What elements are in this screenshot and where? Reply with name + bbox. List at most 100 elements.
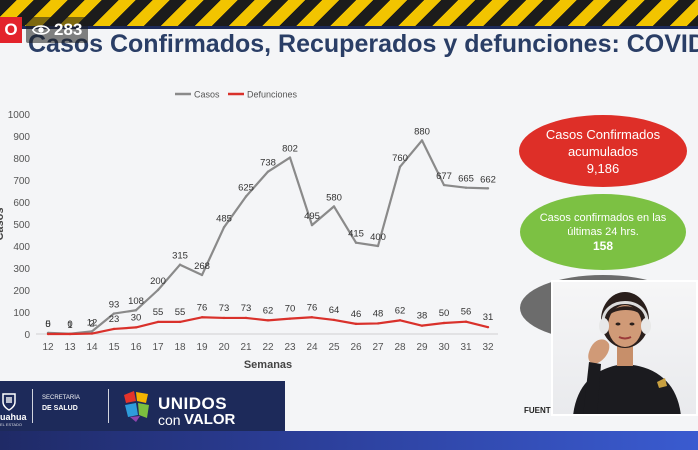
data-label-casos: 400 bbox=[370, 232, 386, 243]
unidos-con-valor-logo-icon bbox=[124, 391, 149, 422]
confirmed-24h-label: Casos confirmados en las últimas 24 hrs. bbox=[539, 212, 667, 238]
data-label-defunciones: 55 bbox=[175, 307, 186, 318]
data-point-defunciones bbox=[266, 319, 270, 322]
banner-underline bbox=[0, 26, 698, 29]
x-tick-label: 19 bbox=[196, 342, 208, 353]
data-label-casos: 802 bbox=[282, 144, 298, 155]
y-tick-label: 200 bbox=[13, 286, 30, 297]
data-point-defunciones bbox=[134, 326, 138, 329]
data-label-defunciones: 46 bbox=[351, 309, 362, 320]
x-tick-label: 18 bbox=[174, 342, 186, 353]
data-point-defunciones bbox=[354, 322, 358, 326]
data-label-casos: 485 bbox=[216, 213, 232, 224]
data-label-casos: 268 bbox=[194, 261, 210, 272]
x-tick-label: 17 bbox=[152, 342, 164, 353]
logo-con: con bbox=[158, 412, 181, 428]
data-label-casos: 200 bbox=[150, 276, 166, 287]
legend-label-defunciones: Defunciones bbox=[247, 90, 298, 100]
government-footer-banner: uahua EL ESTADO SECRETARÍA DE SALUD UNID… bbox=[0, 381, 285, 431]
state-subtitle: EL ESTADO bbox=[0, 422, 23, 427]
x-tick-label: 29 bbox=[416, 342, 428, 353]
confirmed-24h-bubble: Casos confirmados en las últimas 24 hrs.… bbox=[520, 194, 686, 270]
data-point-defunciones bbox=[288, 317, 292, 320]
data-point-casos bbox=[178, 263, 182, 266]
y-tick-label: 0 bbox=[24, 330, 30, 341]
x-tick-label: 28 bbox=[394, 342, 406, 353]
source-label: FUENT bbox=[524, 406, 551, 415]
data-point-casos bbox=[442, 183, 446, 187]
data-label-casos: 1 bbox=[67, 320, 72, 331]
data-label-defunciones: 55 bbox=[153, 307, 164, 318]
data-point-defunciones bbox=[90, 332, 94, 335]
data-label-defunciones: 38 bbox=[417, 311, 428, 322]
y-tick-label: 700 bbox=[13, 176, 30, 187]
confirmed-cumulative-label: Casos Confirmados acumulados bbox=[545, 126, 661, 159]
data-label-defunciones: 64 bbox=[329, 305, 340, 316]
data-point-defunciones bbox=[464, 320, 468, 323]
data-label-casos: 625 bbox=[238, 183, 254, 194]
x-tick-label: 21 bbox=[240, 342, 252, 353]
data-point-defunciones bbox=[46, 332, 50, 336]
data-label-casos: 415 bbox=[348, 229, 364, 240]
interpreter-figure bbox=[573, 292, 681, 414]
data-label-defunciones: 76 bbox=[307, 302, 318, 313]
data-label-casos: 738 bbox=[260, 158, 276, 169]
x-tick-label: 23 bbox=[284, 342, 296, 353]
data-point-casos bbox=[354, 241, 358, 244]
state-name: uahua bbox=[0, 412, 27, 422]
y-tick-label: 900 bbox=[13, 132, 30, 143]
bottom-color-band bbox=[0, 431, 698, 450]
data-label-defunciones: 70 bbox=[285, 304, 296, 315]
data-label-casos: 665 bbox=[458, 174, 474, 185]
data-point-casos bbox=[266, 170, 270, 173]
data-label-casos: 93 bbox=[109, 300, 120, 311]
x-tick-label: 20 bbox=[218, 342, 230, 353]
x-tick-label: 30 bbox=[438, 342, 450, 353]
slide-title: Casos Confirmados, Recuperados y defunci… bbox=[28, 30, 698, 58]
data-point-defunciones bbox=[486, 325, 490, 329]
data-point-defunciones bbox=[332, 318, 336, 322]
logo-unidos: UNIDOS bbox=[158, 394, 228, 413]
y-tick-label: 300 bbox=[13, 264, 30, 275]
data-point-casos bbox=[156, 288, 160, 292]
secretaria-label: SECRETARÍA bbox=[42, 395, 80, 401]
viewer-count: 283 bbox=[54, 20, 83, 39]
data-label-casos: 495 bbox=[304, 211, 320, 222]
data-point-defunciones bbox=[200, 316, 204, 319]
hazard-stripe-banner bbox=[0, 0, 698, 26]
data-label-defunciones: 50 bbox=[439, 308, 450, 319]
data-label-defunciones: 23 bbox=[109, 314, 120, 325]
data-point-defunciones bbox=[244, 316, 248, 320]
data-point-defunciones bbox=[442, 321, 446, 325]
x-axis-title: Semanas bbox=[244, 359, 292, 371]
data-label-casos: 12 bbox=[87, 317, 98, 328]
data-point-casos bbox=[112, 312, 116, 315]
data-label-defunciones: 0 bbox=[67, 319, 72, 330]
data-point-defunciones bbox=[68, 332, 72, 336]
data-point-casos bbox=[486, 187, 490, 190]
x-tick-label: 16 bbox=[130, 342, 142, 353]
data-point-casos bbox=[134, 309, 138, 312]
data-point-casos bbox=[376, 244, 380, 248]
data-label-defunciones: 31 bbox=[483, 312, 494, 323]
salud-label: DE SALUD bbox=[42, 405, 78, 412]
data-point-defunciones bbox=[310, 316, 314, 319]
data-label-casos: 5 bbox=[45, 319, 50, 330]
y-axis-title: Casos bbox=[0, 207, 6, 240]
data-label-casos: 108 bbox=[128, 296, 144, 307]
y-tick-label: 800 bbox=[13, 154, 30, 165]
confirmed-24h-value: 158 bbox=[592, 239, 614, 253]
data-label-casos: 662 bbox=[480, 174, 496, 185]
data-point-defunciones bbox=[156, 320, 160, 324]
confirmed-cumulative-value: 9,186 bbox=[586, 160, 620, 176]
x-tick-label: 32 bbox=[482, 342, 494, 353]
data-point-defunciones bbox=[112, 327, 116, 331]
x-tick-label: 15 bbox=[108, 342, 120, 353]
data-point-casos bbox=[420, 139, 424, 142]
y-tick-label: 1000 bbox=[8, 110, 31, 121]
y-tick-label: 400 bbox=[13, 242, 30, 253]
x-tick-label: 26 bbox=[350, 342, 362, 353]
logo-valor: VALOR bbox=[184, 411, 236, 428]
data-label-casos: 760 bbox=[392, 153, 408, 164]
data-point-defunciones bbox=[222, 316, 226, 320]
